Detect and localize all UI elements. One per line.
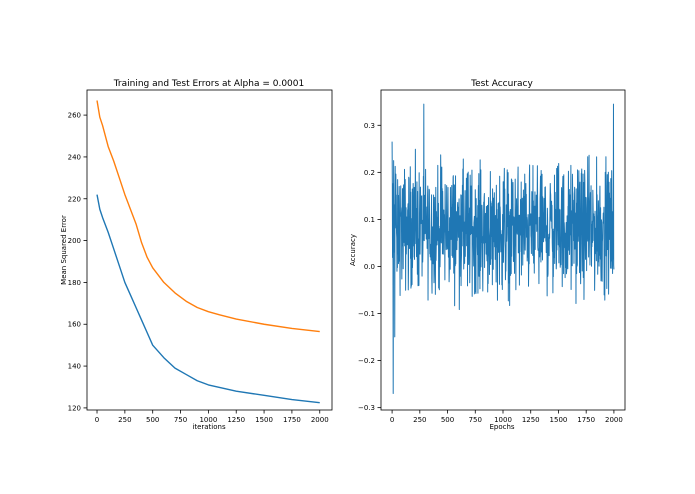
chart-title: Test Accuracy [470,79,533,89]
training-errors-axes-frame [86,89,333,411]
y-tick-label: 0.1 [364,216,375,224]
series-line-1 [96,194,320,404]
training-errors-subplot: Training and Test Errors at Alpha = 0.00… [60,79,333,431]
x-tick-label: 250 [118,416,131,424]
training-errors-plot-area [96,100,320,404]
x-tick-label: 1750 [577,416,595,424]
x-tick-label: 500 [146,416,159,424]
y-tick-label: 0.3 [364,122,375,130]
x-axis-label: Epochs [489,423,514,431]
series-line-0 [96,100,320,333]
y-axis-label: Mean Squared Error [60,215,68,285]
x-tick-label: 1000 [494,416,512,424]
y-tick-label: −0.2 [358,357,375,365]
y-axis-label: Accuracy [349,234,357,266]
x-tick-label: 0 [95,416,99,424]
x-tick-label: 0 [390,416,394,424]
y-tick-label: 180 [68,279,81,287]
x-axis-label: iterations [192,423,226,431]
x-tick-label: 750 [174,416,187,424]
x-tick-label: 1500 [550,416,568,424]
x-tick-label: 2000 [311,416,329,424]
y-tick-label: 240 [68,153,81,161]
y-tick-label: 160 [68,321,81,329]
x-tick-label: 750 [469,416,482,424]
chart-title: Training and Test Errors at Alpha = 0.00… [113,79,305,89]
y-tick-label: 120 [68,404,81,412]
x-axis-ticks: 0 250 500 750 1000 1250 1500 1750 2000 [95,410,329,424]
test-accuracy-subplot: Test Accuracy 0 250 500 750 1000 1250 1500 1750… [349,79,626,431]
test-accuracy-plot-area [391,103,615,395]
y-axis-ticks: −0.3 −0.2 −0.1 0.0 0.1 0.2 0.3 [358,122,381,412]
y-tick-label: 0.0 [364,263,375,271]
x-tick-label: 250 [413,416,426,424]
y-tick-label: 260 [68,112,81,120]
x-axis-ticks: 0 250 500 750 1000 1250 1500 1750 2000 [390,410,623,424]
x-tick-label: 1250 [227,416,245,424]
y-tick-label: 220 [68,195,81,203]
y-tick-label: 0.2 [364,169,375,177]
series-line-0 [391,103,615,395]
y-tick-label: −0.3 [358,404,375,412]
y-tick-label: 140 [68,363,81,371]
x-tick-label: 1250 [522,416,540,424]
x-tick-label: 2000 [605,416,623,424]
x-tick-label: 1750 [283,416,301,424]
y-tick-label: 200 [68,237,81,245]
x-tick-label: 500 [441,416,454,424]
x-tick-label: 1000 [199,416,217,424]
x-tick-label: 1500 [255,416,273,424]
y-tick-label: −0.1 [358,310,375,318]
y-axis-ticks: 120 140 160 180 200 220 240 260 [68,112,87,412]
